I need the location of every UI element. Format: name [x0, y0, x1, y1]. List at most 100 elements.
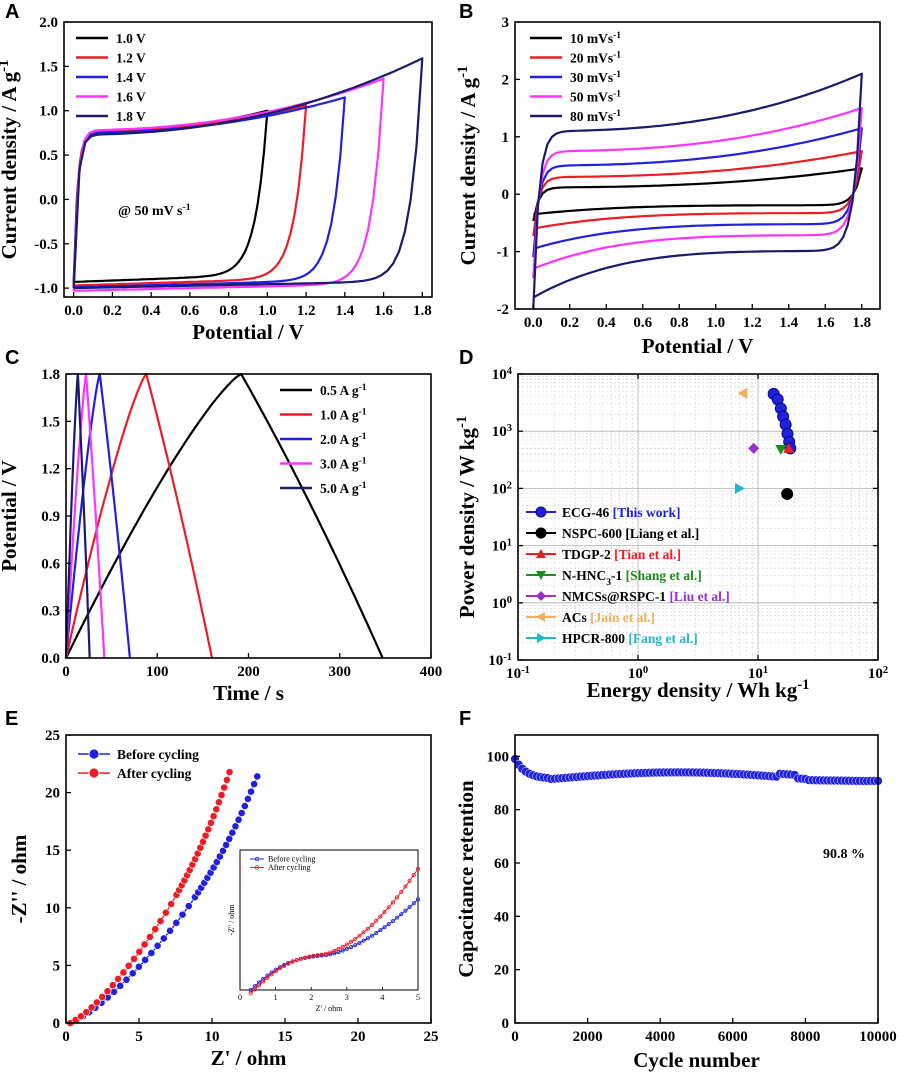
y-axis-label: Capacitance retention	[454, 780, 478, 978]
data-point	[783, 442, 795, 453]
scan-rate-note: @ 50 mV s-1	[118, 202, 191, 220]
inset-point	[340, 944, 345, 949]
x-tick-label: 400	[420, 664, 443, 680]
data-point	[153, 941, 162, 950]
cv-curve	[72, 77, 385, 292]
y-tick-label: 101	[492, 537, 512, 555]
inset-point	[303, 955, 308, 960]
data-point	[204, 825, 213, 834]
x-tick-label: 1.6	[374, 303, 393, 319]
inset-point	[277, 966, 282, 971]
x-tick-label: 0.8	[670, 315, 689, 331]
panel-letter-b: B	[459, 1, 473, 23]
data-point	[98, 993, 107, 1001]
inset-tick-label: 1	[274, 993, 278, 1002]
data-point	[748, 442, 760, 454]
x-tick-label: 15	[278, 1029, 293, 1045]
data-point	[172, 918, 181, 927]
inset-point	[248, 991, 253, 996]
data-point	[108, 981, 117, 990]
y-tick-label: -1.0	[34, 281, 58, 297]
x-tick-label: 0	[62, 664, 70, 680]
y-tick-label: -0.5	[34, 237, 58, 253]
inset-point	[311, 953, 316, 958]
inset-y-label: -Z'' / ohm	[227, 904, 236, 936]
inset-point	[353, 943, 358, 948]
inset-legend-marker	[254, 856, 260, 862]
legend-label: After cycling	[117, 766, 192, 781]
x-tick-label: 200	[237, 664, 260, 680]
legend-label: Before cycling	[117, 747, 199, 762]
legend-entry-label: 30 mVs-1	[570, 70, 621, 85]
data-point	[215, 798, 223, 807]
data-point	[151, 925, 160, 934]
y-tick-label: -1	[497, 245, 510, 261]
y-tick-label: 100	[487, 749, 510, 765]
x-tick-label: 20	[351, 1029, 366, 1045]
inset-point	[399, 890, 404, 895]
y-tick-label: 0.6	[41, 556, 60, 572]
data-point	[217, 791, 226, 799]
x-tick-label: 0.6	[633, 315, 652, 331]
inset-point	[332, 948, 337, 953]
data-point	[735, 482, 745, 494]
data-point	[225, 768, 234, 776]
y-tick-label: 0.0	[39, 192, 58, 208]
plot-frame	[63, 21, 433, 298]
data-point	[128, 969, 137, 978]
data-point	[87, 1003, 96, 1012]
data-point	[135, 947, 144, 956]
chart-panel-f: F 0 2000 4000 6000 8000 10000 0 20 40 60 80 100 Cycle…	[454, 708, 897, 1072]
inset-legend-label: After cycling	[268, 863, 310, 872]
data-point	[240, 802, 249, 810]
x-tick-label: 2000	[573, 1029, 603, 1045]
data-point	[244, 795, 252, 803]
inset-point	[353, 936, 358, 941]
legend-label: HPCR-800 [Fang et al.]	[562, 631, 698, 646]
inset-point	[403, 884, 408, 889]
y-tick-label: 20	[494, 963, 509, 979]
y-tick-label: 20	[45, 786, 60, 802]
data-point	[166, 926, 174, 935]
data-point	[147, 949, 156, 957]
data-point	[536, 612, 545, 622]
y-axis-label: Current density / A g-1	[455, 66, 480, 266]
panel-letter-e: E	[5, 708, 18, 730]
inset-point	[273, 969, 278, 974]
x-tick-label: 0.4	[142, 303, 161, 319]
y-tick-label: 0	[53, 1016, 61, 1032]
cv-curve	[532, 127, 863, 258]
inset-point	[407, 905, 412, 910]
cv-curve	[532, 72, 863, 309]
legend-entry-label: 1.6 V	[116, 90, 146, 105]
x-tick-label: 0	[511, 1029, 519, 1045]
x-tick-label: 0	[62, 1029, 70, 1045]
legend-label: ECG-46 [This work]	[562, 505, 681, 520]
legend-marker	[88, 748, 100, 760]
legend-entry-label: 80 mVs-1	[570, 109, 621, 124]
inset-legend-label: Before cycling	[268, 855, 315, 864]
inset-point	[390, 918, 395, 923]
x-tick-label: 10	[205, 1029, 220, 1045]
inset-point	[286, 961, 291, 966]
x-axis-label: Energy density / Wh kg-1	[586, 677, 809, 702]
data-point	[247, 787, 255, 796]
inset-point	[378, 914, 383, 919]
x-tick-label: 1.8	[413, 303, 432, 319]
data-point	[536, 571, 546, 580]
x-tick-label: 5	[135, 1029, 143, 1045]
inset-point	[361, 938, 366, 943]
data-point	[103, 987, 112, 996]
inset-point	[374, 931, 379, 936]
y-axis-label: Power density / W kg-1	[454, 416, 479, 618]
inset-point	[332, 951, 337, 956]
x-axis-label: Z' / ohm	[211, 1046, 287, 1070]
chart-panel-b: B 0.0 0.2 0.4 0.6 0.8 1.0 1.2 1.4 1.6 1.8 -2 -1 0 1 2 3 P…	[455, 1, 881, 358]
inset-point	[290, 959, 295, 964]
inset-point	[269, 972, 274, 977]
x-tick-label: 0.0	[64, 303, 83, 319]
data-point	[156, 917, 165, 925]
legend-entry-label: 20 mVs-1	[570, 51, 621, 66]
legend-label: NMCSs@RSPC-1 [Liu et al.]	[562, 589, 730, 604]
